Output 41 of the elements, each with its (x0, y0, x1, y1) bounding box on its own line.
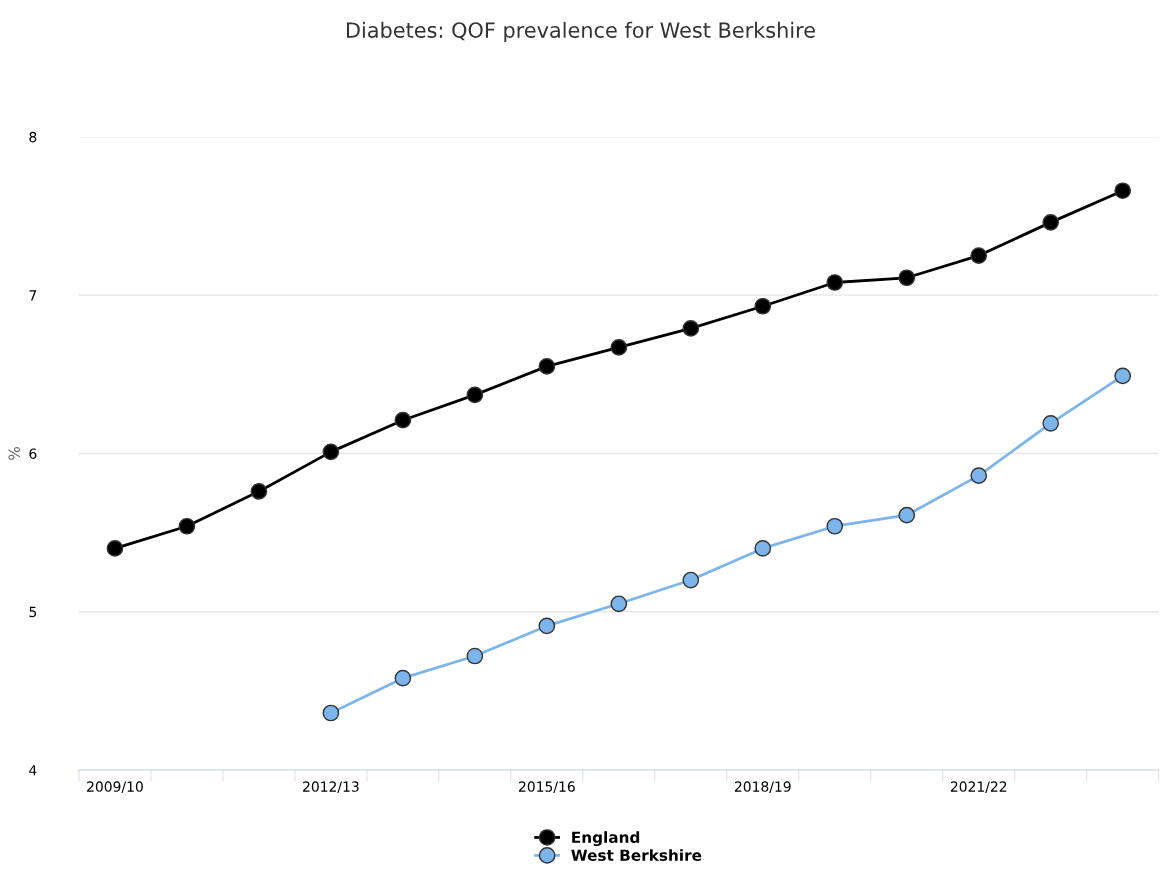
x-tick-label: 2018/19 (734, 781, 791, 793)
x-tick-label: 2021/22 (950, 781, 1007, 793)
point (826, 517, 844, 535)
point (898, 506, 916, 524)
point (754, 540, 772, 557)
point (1114, 182, 1132, 200)
point (898, 269, 916, 287)
x-tick-label: 2012/13 (303, 781, 359, 793)
x-tick-label: 2015/16 (519, 781, 575, 793)
point (682, 320, 700, 337)
legend-label: West Berkshire (571, 849, 702, 861)
point (610, 339, 628, 356)
point (394, 411, 412, 429)
point (394, 669, 412, 687)
point (322, 443, 340, 461)
point (178, 517, 196, 535)
point (1114, 367, 1132, 385)
point (1042, 415, 1060, 432)
y-tick-label: 8 (29, 131, 37, 143)
point (754, 297, 772, 315)
point (466, 647, 484, 665)
legend-label: England (572, 831, 640, 847)
point (106, 540, 124, 557)
point (682, 571, 700, 589)
point (610, 595, 628, 613)
point (466, 386, 484, 404)
point (538, 358, 556, 375)
point (970, 247, 988, 264)
y-tick-label: 6 (29, 448, 37, 459)
point (538, 617, 556, 635)
y-tick-label: 5 (29, 606, 37, 618)
point (322, 704, 340, 722)
point (1042, 214, 1060, 231)
point (970, 467, 988, 484)
chart-title: Diabetes: QOF prevalence for West Berkshire (347, 21, 815, 42)
point (826, 274, 844, 291)
y-tick-label: 7 (29, 290, 37, 301)
y-axis-title: % (8, 447, 20, 460)
point (250, 483, 268, 500)
x-tick-label: 2009/10 (87, 781, 143, 793)
y-tick-label: 4 (29, 765, 37, 776)
